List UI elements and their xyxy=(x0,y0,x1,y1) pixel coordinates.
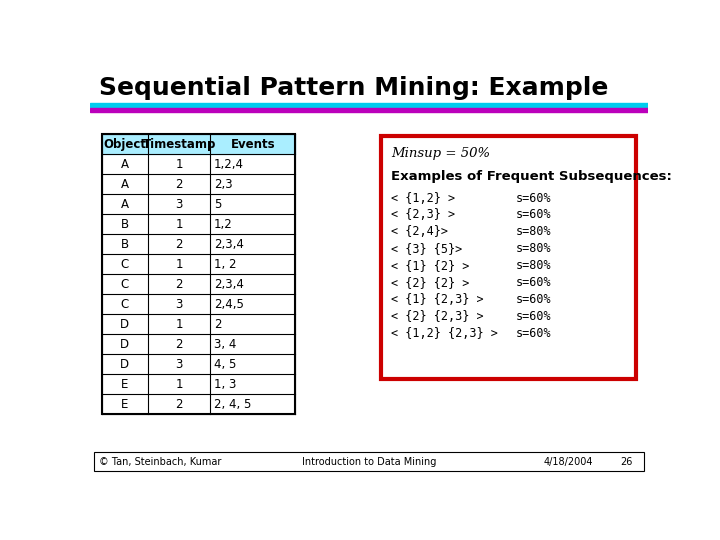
Text: 1: 1 xyxy=(176,378,183,391)
Text: B: B xyxy=(121,218,129,231)
Text: 3: 3 xyxy=(176,198,183,211)
Text: s=60%: s=60% xyxy=(516,276,552,289)
Text: C: C xyxy=(121,298,129,311)
Bar xyxy=(102,134,295,414)
Bar xyxy=(90,108,648,112)
Text: < {2,3} >: < {2,3} > xyxy=(392,208,456,221)
Text: Object: Object xyxy=(104,138,146,151)
Text: 1, 2: 1, 2 xyxy=(214,258,236,271)
Text: 2,4,5: 2,4,5 xyxy=(214,298,244,311)
Bar xyxy=(94,452,644,471)
Text: 1,2: 1,2 xyxy=(214,218,233,231)
Text: D: D xyxy=(120,338,130,351)
Text: 1: 1 xyxy=(176,258,183,271)
Text: 2,3: 2,3 xyxy=(214,178,233,191)
Text: D: D xyxy=(120,358,130,371)
Text: B: B xyxy=(121,238,129,251)
Text: 5: 5 xyxy=(214,198,221,211)
Text: 2: 2 xyxy=(214,318,222,331)
Text: 4/18/2004: 4/18/2004 xyxy=(544,457,593,467)
Text: < {2,4}>: < {2,4}> xyxy=(392,225,449,238)
Text: < {1,2} >: < {1,2} > xyxy=(392,192,456,205)
Text: Timestamp: Timestamp xyxy=(143,138,216,151)
Text: © Tan, Steinbach, Kumar: © Tan, Steinbach, Kumar xyxy=(99,457,222,467)
Text: 1, 3: 1, 3 xyxy=(214,378,236,391)
Bar xyxy=(381,137,636,379)
Text: 2: 2 xyxy=(176,278,183,291)
Text: 2,3,4: 2,3,4 xyxy=(214,278,244,291)
Text: 3: 3 xyxy=(176,298,183,311)
Text: C: C xyxy=(121,278,129,291)
Text: < {1} {2} >: < {1} {2} > xyxy=(392,259,470,272)
Text: 26: 26 xyxy=(620,457,632,467)
Bar xyxy=(90,103,648,107)
Text: Examples of Frequent Subsequences:: Examples of Frequent Subsequences: xyxy=(392,170,672,183)
Text: 1: 1 xyxy=(176,158,183,171)
Text: < {1} {2,3} >: < {1} {2,3} > xyxy=(392,293,484,306)
Text: Introduction to Data Mining: Introduction to Data Mining xyxy=(302,457,436,467)
Text: 1: 1 xyxy=(176,218,183,231)
Text: A: A xyxy=(121,158,129,171)
Text: s=60%: s=60% xyxy=(516,208,552,221)
Text: < {3} {5}>: < {3} {5}> xyxy=(392,242,463,255)
Text: 3: 3 xyxy=(176,358,183,371)
Text: Minsup = 50%: Minsup = 50% xyxy=(392,147,490,160)
Text: < {1,2} {2,3} >: < {1,2} {2,3} > xyxy=(392,327,498,340)
Text: s=80%: s=80% xyxy=(516,242,552,255)
Text: 2: 2 xyxy=(176,398,183,411)
Text: s=80%: s=80% xyxy=(516,259,552,272)
Bar xyxy=(102,134,295,154)
Text: s=60%: s=60% xyxy=(516,192,552,205)
Text: E: E xyxy=(121,378,129,391)
Text: Events: Events xyxy=(230,138,275,151)
Text: A: A xyxy=(121,198,129,211)
Text: 2: 2 xyxy=(176,338,183,351)
Text: 2, 4, 5: 2, 4, 5 xyxy=(214,398,251,411)
Text: 2,3,4: 2,3,4 xyxy=(214,238,244,251)
Text: < {2} {2,3} >: < {2} {2,3} > xyxy=(392,310,484,323)
Text: 3, 4: 3, 4 xyxy=(214,338,236,351)
Text: 4, 5: 4, 5 xyxy=(214,358,236,371)
Text: s=60%: s=60% xyxy=(516,327,552,340)
Text: 1,2,4: 1,2,4 xyxy=(214,158,244,171)
Text: s=60%: s=60% xyxy=(516,310,552,323)
Text: Sequential Pattern Mining: Example: Sequential Pattern Mining: Example xyxy=(99,76,608,100)
Text: < {2} {2} >: < {2} {2} > xyxy=(392,276,470,289)
Text: 2: 2 xyxy=(176,238,183,251)
Text: s=80%: s=80% xyxy=(516,225,552,238)
Text: C: C xyxy=(121,258,129,271)
Text: E: E xyxy=(121,398,129,411)
Text: 2: 2 xyxy=(176,178,183,191)
Text: s=60%: s=60% xyxy=(516,293,552,306)
Text: A: A xyxy=(121,178,129,191)
Text: D: D xyxy=(120,318,130,331)
Text: 1: 1 xyxy=(176,318,183,331)
